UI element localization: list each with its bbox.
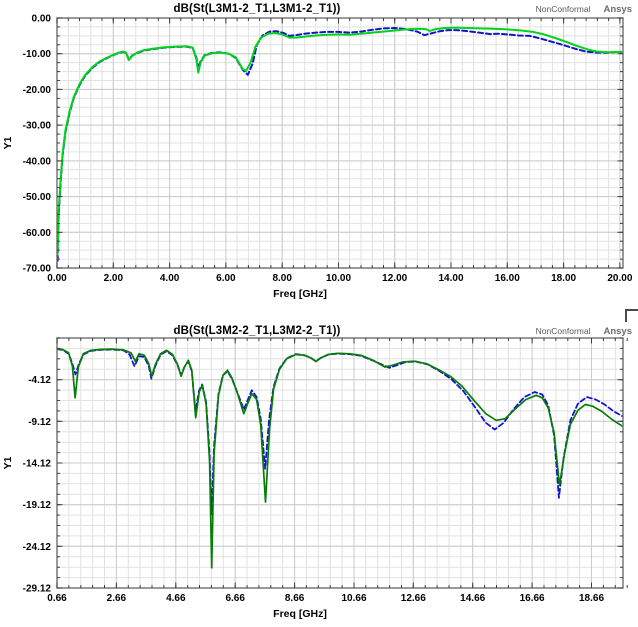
chart-l3m1-reflection: dB(St(L3M1-2_T1,L3M1-2_T1)) NonConformal… — [0, 0, 638, 322]
series-green-solid[interactable] — [57, 347, 623, 569]
x-tick-label: 6.00 — [216, 273, 236, 284]
axis-ticks — [56, 337, 628, 589]
x-tick-label: 0.66 — [47, 593, 67, 604]
x-tick-label: 10.66 — [341, 593, 366, 604]
x-axis-title: Freq [GHz] — [273, 288, 327, 300]
x-tick-label: 2.66 — [107, 593, 127, 604]
chart-annotations: NonConformal Ansys — [536, 326, 632, 337]
y-tick-label: -14.12 — [23, 459, 52, 470]
nonconformal-label: NonConformal — [535, 326, 591, 336]
y-tick-label: -70.00 — [23, 264, 52, 275]
chart-title: dB(St(L3M1-2_T1,L3M1-2_T1)) — [173, 3, 341, 15]
x-tick-label: 8.00 — [272, 273, 292, 284]
ansys-logo: Ansys — [603, 326, 632, 337]
x-tick-label: 4.66 — [166, 593, 186, 604]
x-tick-label: 18.00 — [551, 273, 576, 284]
x-axis-title: Freq [GHz] — [273, 608, 327, 620]
x-tick-label: 14.00 — [438, 273, 463, 284]
chart-annotations: NonConformal Ansys — [536, 4, 632, 15]
y-tick-label: 0.00 — [32, 14, 52, 25]
y-axis-title: Y1 — [2, 456, 14, 469]
x-tick-label: 6.66 — [225, 593, 245, 604]
y-tick-label: -9.12 — [28, 417, 51, 428]
x-tick-label: 16.66 — [520, 593, 545, 604]
x-tick-labels: 0.66 2.66 4.66 6.66 8.66 10.66 12.66 14.66 16.66… — [47, 593, 604, 604]
y-tick-label: -29.12 — [23, 584, 52, 595]
x-tick-label: 18.66 — [579, 593, 604, 604]
ansys-logo: Ansys — [603, 4, 632, 15]
plot-canvas-bottom[interactable]: 0.66 2.66 4.66 6.66 8.66 10.66 12.66 14.66 16.66… — [0, 322, 638, 627]
x-tick-label: 12.66 — [401, 593, 426, 604]
x-tick-label: 2.00 — [104, 273, 124, 284]
y-tick-label: -30.00 — [23, 121, 52, 132]
x-tick-label: 8.66 — [285, 593, 305, 604]
grid-major — [56, 17, 623, 269]
x-tick-label: 14.66 — [460, 593, 485, 604]
y-tick-label: -19.12 — [23, 500, 52, 511]
y-axis-title: Y1 — [2, 136, 14, 149]
axis-ticks — [56, 17, 623, 269]
window-corner-icon — [625, 309, 638, 322]
series-group — [57, 26, 623, 262]
y-tick-label: -24.12 — [23, 542, 52, 553]
x-tick-label: 16.00 — [495, 273, 520, 284]
x-tick-label: 12.00 — [382, 273, 407, 284]
nonconformal-label: NonConformal — [535, 4, 591, 14]
x-tick-label: 10.00 — [326, 273, 351, 284]
y-tick-label: -40.00 — [23, 156, 52, 167]
y-tick-label: -50.00 — [23, 192, 52, 203]
y-tick-label: -20.00 — [23, 85, 52, 96]
y-tick-label: -4.12 — [28, 375, 51, 386]
series-group — [57, 347, 623, 569]
series-green-solid[interactable] — [57, 26, 623, 255]
x-tick-label: 20.00 — [607, 273, 632, 284]
y-tick-labels: -4.12 -9.12 -14.12 -19.12 -24.12 -29.12 — [23, 375, 52, 594]
x-tick-label: 0.00 — [47, 273, 67, 284]
x-tick-labels: 0.00 2.00 4.00 6.00 8.00 10.00 12.00 14.00 16.00… — [47, 273, 633, 284]
plot-canvas-top[interactable]: 0.00 2.00 4.00 6.00 8.00 10.00 12.00 14.00 16.00… — [0, 0, 638, 322]
y-tick-label: -60.00 — [23, 228, 52, 239]
y-tick-label: -10.00 — [23, 49, 52, 60]
y-tick-labels: 0.00 -10.00 -20.00 -30.00 -40.00 -50.00 -60.00… — [23, 14, 52, 275]
x-tick-label: 4.00 — [160, 273, 180, 284]
chart-l3m2-reflection: dB(St(L3M2-2_T1,L3M2-2_T1)) NonConformal… — [0, 322, 638, 627]
chart-title: dB(St(L3M2-2_T1,L3M2-2_T1)) — [173, 325, 341, 337]
